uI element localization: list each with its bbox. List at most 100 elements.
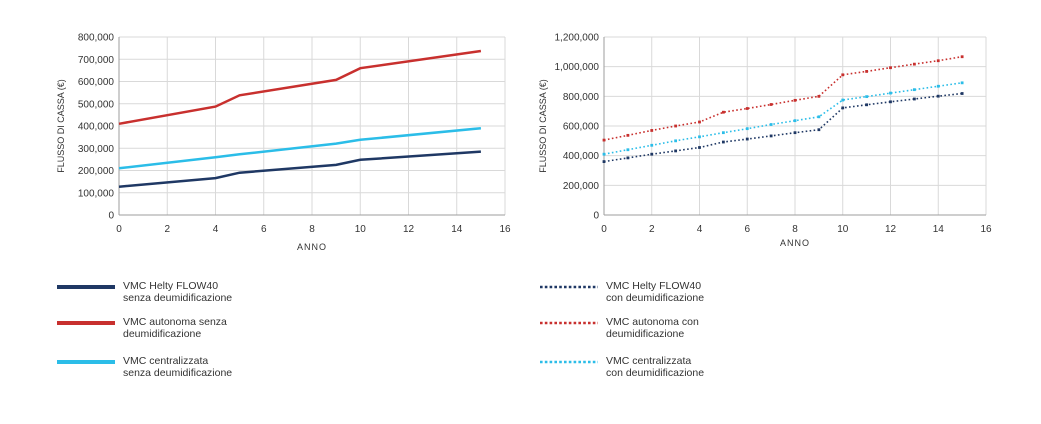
series-point-1-1 [602, 138, 606, 142]
series-point-1-2 [841, 98, 845, 102]
series-point-1-1 [936, 59, 940, 63]
x-tick-label: 14 [933, 224, 945, 235]
series-point-1-2 [912, 88, 916, 92]
series-point-1-0 [817, 128, 821, 132]
series-point-1-0 [602, 160, 606, 163]
legend-item: VMC centralizzata senza deumidificazione [57, 355, 232, 379]
series-point-1-1 [817, 94, 821, 98]
series-line-1-0 [603, 92, 963, 163]
x-tick-label: 2 [649, 224, 655, 235]
y-axis-title: FLUSSO DI CASSA (€) [538, 79, 548, 173]
series-point-1-1 [721, 110, 725, 114]
series-point-1-2 [793, 119, 797, 123]
chart-right: 0 200,000 400,000 600,000 800,000 1,000,000 1,… [538, 33, 992, 249]
series-point-1-0 [721, 140, 725, 144]
series-line-0-2 [118, 126, 482, 170]
series-point-1-2 [674, 139, 678, 143]
series-point-1-2 [650, 143, 654, 147]
y-tick-label: 500,000 [78, 99, 115, 110]
legend-item: VMC Helty FLOW40 senza deumidificazione [57, 280, 232, 304]
y-tick-label: 1,200,000 [555, 33, 600, 44]
x-tick-label: 6 [744, 224, 750, 235]
series-point-1-0 [912, 97, 916, 101]
series-point-1-0 [936, 94, 940, 98]
y-tick-label: 0 [108, 211, 114, 222]
series-line-1-2 [603, 82, 963, 155]
legend-swatch [540, 360, 598, 364]
y-tick-label: 600,000 [563, 122, 600, 133]
y-tick-label: 300,000 [78, 144, 115, 155]
series-point-1-1 [745, 107, 749, 110]
series-point-1-2 [889, 91, 892, 95]
series-point-1-0 [674, 149, 678, 153]
series-point-1-0 [793, 131, 797, 135]
x-tick-label: 4 [213, 224, 219, 235]
series-point-1-1 [912, 62, 916, 66]
series-point-1-0 [865, 103, 869, 107]
legend-label: VMC Helty FLOW40 senza deumidificazione [123, 280, 233, 304]
x-tick-label: 6 [261, 224, 267, 235]
y-tick-label: 800,000 [78, 33, 115, 44]
grid [118, 36, 506, 216]
legend-swatch [540, 321, 598, 325]
legend-label: VMC centralizzata senza deumidificazione [123, 355, 233, 379]
series-point-1-2 [698, 135, 701, 139]
x-tick-label: 0 [601, 224, 607, 235]
series-point-1-0 [769, 134, 773, 138]
grid [603, 36, 987, 216]
x-tick-label: 16 [980, 224, 992, 235]
legend-label: VMC autonoma senza deumidificazione [123, 316, 227, 340]
series-point-1-1 [841, 73, 845, 77]
chart-left: 0 100,000 200,000 300,000 400,000 500,000 600,… [56, 33, 511, 253]
legend-swatch [540, 285, 598, 289]
y-tick-label: 200,000 [563, 181, 600, 192]
series-point-1-0 [960, 92, 964, 95]
legend-swatch [57, 321, 115, 325]
y-tick-label: 700,000 [78, 55, 115, 66]
series-point-1-2 [960, 81, 964, 85]
series-point-1-0 [650, 152, 654, 156]
x-tick-label: 4 [697, 224, 703, 235]
series-point-1-2 [721, 131, 725, 135]
series-point-1-1 [865, 70, 869, 73]
legend-swatch [57, 285, 115, 289]
y-tick-label: 800,000 [563, 92, 600, 103]
x-tick-label: 12 [885, 224, 897, 235]
series-point-1-0 [698, 146, 701, 149]
series-point-1-0 [745, 137, 749, 141]
series-point-1-1 [698, 120, 701, 124]
series-point-1-1 [626, 133, 630, 137]
series-point-1-2 [745, 127, 749, 131]
series-point-1-2 [817, 115, 821, 119]
series-line-0-1 [118, 49, 482, 126]
series-point-1-0 [889, 100, 892, 104]
series-point-1-1 [793, 98, 797, 102]
x-tick-label: 12 [403, 224, 415, 235]
legend-label: VMC centralizzata con deumidificazione [606, 355, 705, 379]
x-tick-label: 10 [355, 224, 367, 235]
x-tick-label: 2 [164, 224, 170, 235]
y-tick-label: 200,000 [78, 166, 115, 177]
series-point-1-1 [650, 129, 654, 132]
y-axis-title: FLUSSO DI CASSA (€) [56, 79, 66, 173]
x-tick-label: 14 [451, 224, 463, 235]
x-tick-label: 0 [116, 224, 122, 235]
series-point-1-0 [626, 156, 630, 160]
series-point-1-1 [674, 124, 678, 128]
legend-item: VMC centralizzata con deumidificazione [540, 355, 704, 379]
series-point-1-2 [626, 148, 630, 152]
legend-swatch [57, 360, 115, 364]
legend-item: VMC autonoma senza deumidificazione [57, 316, 227, 340]
series-point-1-1 [889, 66, 892, 70]
legend-label: VMC autonoma con deumidificazione [606, 316, 699, 340]
x-tick-label: 16 [499, 224, 511, 235]
series-point-1-2 [865, 95, 869, 99]
y-tick-label: 0 [593, 211, 599, 222]
series-line-1-1 [603, 55, 963, 141]
series-point-1-2 [936, 84, 940, 88]
y-tick-label: 400,000 [563, 151, 600, 162]
x-tick-label: 8 [792, 224, 798, 235]
legend-item: VMC autonoma con deumidificazione [540, 316, 699, 340]
y-tick-label: 1,000,000 [555, 62, 600, 73]
y-tick-label: 400,000 [78, 122, 115, 133]
